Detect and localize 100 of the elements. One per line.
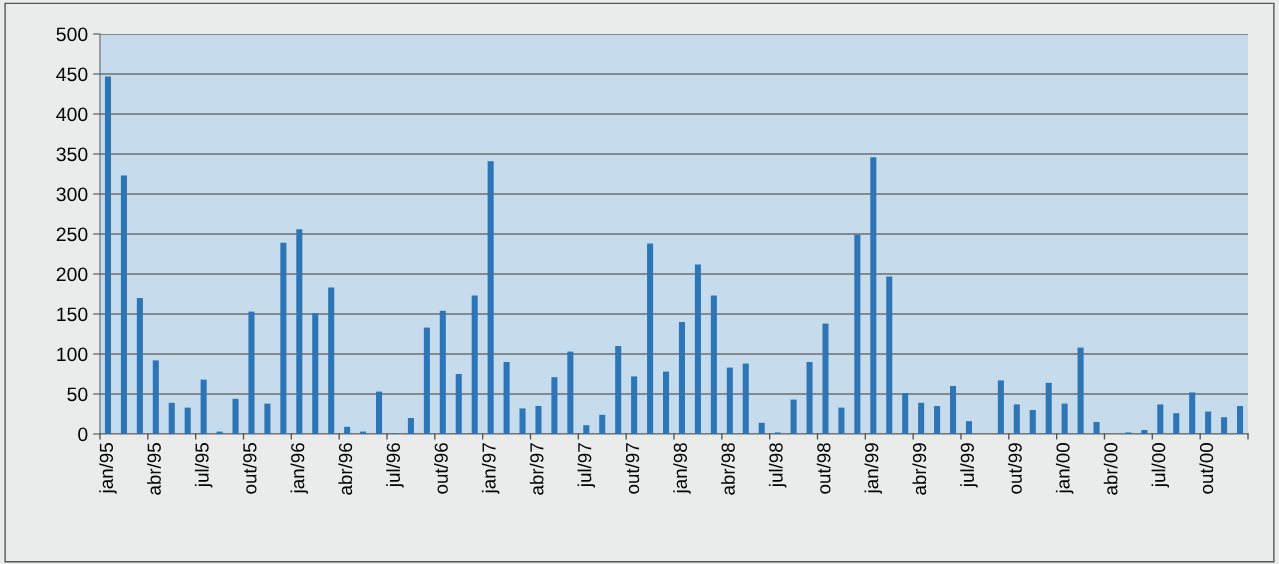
bar bbox=[344, 426, 351, 434]
bar bbox=[1061, 403, 1068, 434]
bar bbox=[1205, 411, 1212, 434]
x-tick-label: jul/95 bbox=[194, 443, 213, 488]
y-tick-label: 50 bbox=[67, 387, 88, 402]
bar bbox=[280, 242, 287, 434]
bar bbox=[583, 425, 590, 434]
y-tick-label: 150 bbox=[57, 307, 88, 322]
bar bbox=[503, 362, 510, 434]
bar bbox=[647, 243, 654, 434]
x-tick-label: abr/96 bbox=[338, 443, 353, 495]
bar bbox=[631, 376, 638, 434]
y-tick-label: 300 bbox=[56, 187, 88, 202]
y-tick-label: 500 bbox=[56, 27, 88, 42]
bar bbox=[965, 421, 972, 434]
y-tick-label: 250 bbox=[56, 227, 88, 242]
bar bbox=[615, 346, 622, 434]
bar bbox=[806, 362, 813, 434]
bar bbox=[997, 380, 1004, 434]
bar bbox=[567, 351, 574, 434]
x-tick-label: jul/00 bbox=[1151, 443, 1170, 488]
bar bbox=[758, 422, 765, 434]
bar bbox=[838, 407, 845, 434]
x-tick-label: out/00 bbox=[1199, 443, 1214, 494]
y-tick-label: 0 bbox=[78, 427, 88, 442]
x-tick-label: out/96 bbox=[434, 443, 448, 494]
bar bbox=[1045, 382, 1052, 434]
bar bbox=[1077, 347, 1084, 434]
x-tick-label: jan/98 bbox=[673, 443, 691, 494]
y-tick-label: 350 bbox=[56, 147, 88, 162]
y-tick-label: 400 bbox=[56, 107, 88, 122]
bar bbox=[1237, 406, 1244, 434]
bar bbox=[934, 406, 941, 434]
bar bbox=[790, 399, 797, 434]
bar bbox=[200, 379, 207, 434]
x-tick-label: jan/96 bbox=[290, 443, 309, 494]
bar bbox=[742, 363, 749, 434]
bar bbox=[376, 391, 383, 434]
bar bbox=[902, 393, 909, 434]
bar bbox=[1173, 413, 1180, 434]
x-tick-label: jan/95 bbox=[99, 443, 117, 494]
x-tick-label: out/97 bbox=[625, 443, 640, 494]
y-tick-label: 100 bbox=[57, 347, 88, 362]
bar bbox=[886, 276, 893, 434]
bar bbox=[168, 402, 175, 434]
bar bbox=[487, 161, 494, 434]
bar bbox=[710, 295, 717, 434]
bar bbox=[1093, 422, 1100, 434]
bar bbox=[264, 403, 271, 434]
bar bbox=[1029, 410, 1036, 434]
bar bbox=[296, 229, 303, 434]
bar bbox=[471, 295, 478, 434]
bar bbox=[1141, 430, 1148, 434]
bar bbox=[328, 287, 335, 434]
bar bbox=[455, 374, 462, 434]
bar bbox=[1189, 392, 1196, 434]
bar bbox=[678, 322, 685, 434]
x-tick-label: abr/97 bbox=[529, 443, 544, 495]
bar bbox=[726, 367, 733, 434]
bar bbox=[407, 418, 414, 434]
bar bbox=[232, 398, 239, 434]
x-tick-label: abr/99 bbox=[912, 443, 927, 495]
y-tick-label: 450 bbox=[56, 67, 88, 82]
bar bbox=[312, 313, 319, 434]
x-tick-label: abr/98 bbox=[721, 443, 735, 495]
x-tick-label: jan/00 bbox=[1055, 443, 1074, 494]
x-tick-label: abr/00 bbox=[1103, 443, 1118, 495]
x-tick-label: jan/97 bbox=[481, 443, 500, 494]
bar bbox=[184, 407, 191, 434]
bar bbox=[1157, 404, 1164, 434]
bar bbox=[950, 386, 957, 434]
bar bbox=[152, 360, 159, 434]
y-tick-label: 200 bbox=[56, 267, 88, 282]
bar bbox=[694, 264, 701, 434]
bar bbox=[1013, 404, 1020, 434]
x-tick-label: jul/99 bbox=[960, 443, 978, 488]
bar bbox=[104, 76, 111, 434]
x-tick-label: jul/98 bbox=[768, 443, 787, 488]
bar bbox=[439, 310, 446, 434]
bar bbox=[248, 311, 255, 434]
bar bbox=[854, 234, 861, 434]
bar bbox=[519, 408, 526, 434]
x-tick-label: jan/99 bbox=[864, 443, 883, 494]
bar bbox=[136, 298, 143, 434]
bar bbox=[535, 406, 542, 434]
bar bbox=[870, 157, 877, 434]
x-tick-label: out/95 bbox=[242, 443, 257, 494]
bar bbox=[551, 377, 558, 434]
bar bbox=[599, 414, 606, 434]
bar bbox=[822, 323, 829, 434]
x-tick-label: out/99 bbox=[1008, 443, 1022, 494]
x-tick-label: abr/95 bbox=[147, 443, 161, 495]
bar bbox=[1221, 417, 1228, 434]
bar bbox=[120, 175, 127, 434]
bar bbox=[423, 327, 430, 434]
x-tick-label: out/98 bbox=[816, 443, 831, 494]
bar bbox=[918, 402, 925, 434]
x-tick-label: jul/96 bbox=[386, 443, 404, 488]
x-tick-label: jul/97 bbox=[577, 443, 596, 488]
bar bbox=[663, 371, 670, 434]
